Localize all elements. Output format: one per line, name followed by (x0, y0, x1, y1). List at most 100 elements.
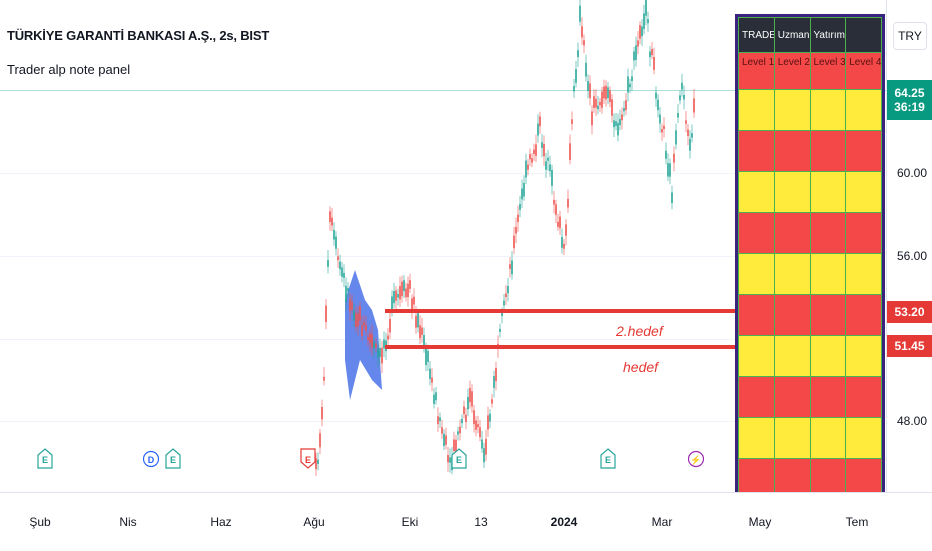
candle-body (465, 414, 467, 423)
candle-body (431, 377, 433, 383)
candle-body (693, 98, 695, 113)
svg-text:E: E (42, 455, 48, 465)
candle-body (501, 312, 503, 317)
split-marker-icon[interactable]: ⚡ (687, 450, 705, 470)
panel-cell (773, 89, 811, 131)
candle-body (631, 76, 633, 82)
panel-cell (773, 130, 811, 172)
price-tick: 48.00 (896, 414, 927, 428)
candle-body (357, 313, 359, 327)
candle-body (353, 310, 355, 321)
candle-body (333, 229, 335, 240)
candle-body (421, 327, 423, 335)
time-label: Haz (210, 515, 232, 529)
candle-body (519, 203, 521, 210)
candle-body (475, 420, 477, 430)
target2-line (385, 309, 737, 313)
candle-body (673, 153, 675, 163)
panel-cell (738, 130, 775, 172)
candle-body (685, 120, 687, 124)
time-label: Eki (401, 515, 419, 529)
candle-body (489, 413, 491, 422)
candle-body (375, 343, 377, 348)
candle-body (481, 439, 483, 449)
current-price-tag: 64.25 36:19 (887, 80, 932, 120)
candle-body (427, 351, 429, 362)
panel-cell (738, 294, 775, 336)
svg-text:E: E (605, 455, 611, 465)
time-axis[interactable]: Şub Nis Haz Ağu Eki 13 2024 Mar May Tem (0, 492, 932, 551)
time-label: Nis (119, 515, 137, 529)
candle-body (407, 283, 409, 298)
candle-body (393, 290, 395, 304)
candle-body (419, 325, 421, 339)
candle-body (655, 92, 657, 99)
dividend-marker-icon[interactable]: D (142, 450, 160, 470)
candle-body (435, 392, 437, 401)
candle-body (315, 458, 317, 470)
candle-body (605, 85, 607, 100)
svg-text:⚡: ⚡ (690, 454, 701, 466)
candle-body (473, 410, 475, 425)
panel-cell (809, 253, 847, 295)
candle-body (483, 448, 485, 463)
candle-body (325, 305, 327, 322)
candle-body (345, 285, 347, 302)
candle-body (627, 76, 629, 93)
candle-body (575, 69, 577, 83)
candle-body (621, 114, 623, 121)
svg-text:E: E (305, 455, 311, 465)
earnings-marker-icon[interactable]: E (451, 448, 467, 469)
candle-body (517, 214, 519, 223)
price-tick: 60.00 (896, 166, 927, 180)
candle-body (491, 399, 493, 404)
svg-text:E: E (170, 455, 176, 465)
target2-label: 2.hedef (616, 323, 663, 339)
candle-body (647, 19, 649, 24)
earnings-marker-icon[interactable]: E (600, 448, 616, 469)
earnings-negative-marker-icon[interactable]: E (300, 448, 316, 469)
grid-line (0, 421, 886, 422)
panel-header-cell (845, 17, 882, 53)
candle-body (493, 376, 495, 388)
candle-body (667, 163, 669, 177)
candle-body (397, 294, 399, 298)
candle-body (381, 347, 383, 364)
candle-body (661, 129, 663, 133)
candle-body (587, 80, 589, 92)
earnings-marker-icon[interactable]: E (165, 448, 181, 469)
panel-cell (809, 335, 847, 377)
candle-body (401, 281, 403, 297)
candle-body (469, 388, 471, 403)
candle-body (595, 98, 597, 108)
panel-header-cell: Yatırım (809, 17, 847, 53)
candle-body (541, 142, 543, 148)
candle-body (617, 122, 619, 136)
chart-area[interactable]: 2.hedef hedef TÜRKİYE GARANTİ BANKASI A.… (0, 0, 886, 492)
candle-body (543, 144, 545, 157)
candle-body (535, 144, 537, 156)
panel-cell (773, 335, 811, 377)
panel-cell (809, 89, 847, 131)
currency-button[interactable]: TRY (893, 22, 927, 50)
candle-body (599, 101, 601, 106)
candle-body (349, 298, 351, 312)
candle-body (463, 406, 465, 415)
indicator-name[interactable]: Trader alp note panel (7, 62, 131, 77)
panel-table: TRADER ALP Uzman Yatırım Level 1 Level 2… (738, 17, 882, 492)
candle-body (515, 226, 517, 234)
candle-body (609, 90, 611, 103)
symbol-title[interactable]: TÜRKİYE GARANTİ BANKASI A.Ş., 2s, BIST (7, 28, 270, 43)
svg-text:E: E (456, 455, 462, 465)
price-axis[interactable]: 60.00 56.00 48.00 (886, 0, 932, 492)
candle-body (603, 86, 605, 99)
candle-body (337, 256, 339, 261)
panel-header-cell: Uzman (773, 17, 811, 53)
candle-body (559, 216, 561, 229)
candle-body (495, 368, 497, 382)
trader-alp-panel: TRADER ALP Uzman Yatırım Level 1 Level 2… (735, 14, 885, 492)
panel-cell (845, 294, 882, 336)
panel-cell (845, 376, 882, 418)
candle-body (367, 336, 369, 340)
earnings-marker-icon[interactable]: E (37, 448, 53, 469)
